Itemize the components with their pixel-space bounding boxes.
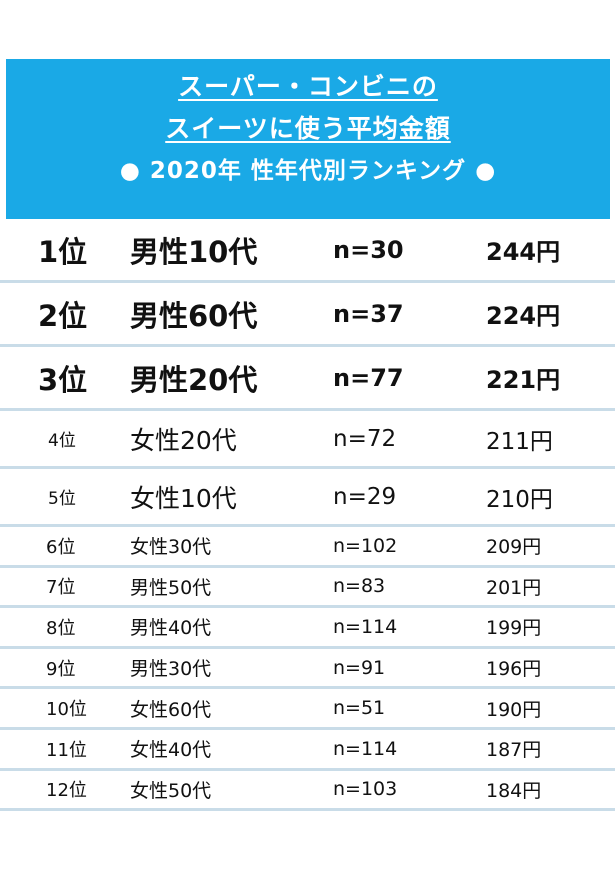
group-cell: 男性50代 — [130, 576, 212, 599]
table-row: 4位 女性20代 n=72 211円 — [0, 411, 615, 469]
sample-size-cell: n=30 — [333, 235, 404, 264]
table-row: 9位 男性30代 n=91 196円 — [0, 649, 615, 690]
sample-size-cell: n=91 — [333, 656, 386, 679]
table-row: 12位 女性50代 n=103 184円 — [0, 771, 615, 812]
group-cell: 男性40代 — [130, 617, 212, 640]
amount-cell: 221円 — [486, 366, 561, 394]
rank-cell: 11位 — [46, 739, 87, 761]
sample-size-cell: n=83 — [333, 575, 386, 598]
group-cell: 女性10代 — [130, 483, 237, 513]
title-banner: スーパー・コンビニの スイーツに使う平均金額 ● 2020年 性年代別ランキング… — [6, 59, 610, 219]
amount-cell: 210円 — [486, 486, 553, 513]
subtitle-line: ● 2020年 性年代別ランキング ● — [119, 158, 497, 184]
sample-size-cell: n=51 — [333, 697, 386, 720]
rank-cell: 2位 — [38, 298, 88, 333]
table-row: 6位 女性30代 n=102 209円 — [0, 527, 615, 568]
amount-cell: 201円 — [486, 576, 542, 599]
group-cell: 男性60代 — [130, 298, 258, 333]
table-row: 8位 男性40代 n=114 199円 — [0, 608, 615, 649]
rank-cell: 12位 — [46, 780, 87, 802]
rank-cell: 9位 — [46, 658, 76, 680]
sample-size-cell: n=29 — [333, 483, 397, 510]
sample-size-cell: n=37 — [333, 299, 404, 328]
group-cell: 男性10代 — [130, 234, 258, 269]
title-text-2: スイーツに使う平均金額 — [165, 114, 451, 143]
amount-cell: 187円 — [486, 739, 542, 762]
title-line-1: スーパー・コンビニの — [6, 72, 610, 102]
amount-cell: 190円 — [486, 698, 542, 721]
sample-size-cell: n=114 — [333, 737, 398, 760]
amount-cell: 244円 — [486, 238, 561, 266]
amount-cell: 209円 — [486, 536, 542, 559]
sample-size-cell: n=114 — [333, 615, 398, 638]
table-row: 11位 女性40代 n=114 187円 — [0, 730, 615, 771]
amount-cell: 196円 — [486, 658, 542, 681]
sample-size-cell: n=72 — [333, 425, 397, 452]
table-row: 5位 女性10代 n=29 210円 — [0, 469, 615, 527]
rank-cell: 4位 — [48, 431, 76, 451]
rank-cell: 7位 — [46, 577, 76, 599]
amount-cell: 211円 — [486, 428, 553, 455]
table-row: 1位 男性10代 n=30 244円 — [0, 219, 615, 283]
group-cell: 女性50代 — [130, 779, 212, 802]
group-cell: 女性40代 — [130, 739, 212, 762]
amount-cell: 184円 — [486, 779, 542, 802]
title-line-2: スイーツに使う平均金額 — [6, 114, 610, 144]
table-row: 2位 男性60代 n=37 224円 — [0, 283, 615, 347]
group-cell: 女性20代 — [130, 425, 237, 455]
group-cell: 男性30代 — [130, 658, 212, 681]
ranking-table: 1位 男性10代 n=30 244円 2位 男性60代 n=37 224円 3位… — [0, 219, 615, 812]
group-cell: 女性60代 — [130, 698, 212, 721]
rank-cell: 3位 — [38, 362, 88, 397]
sample-size-cell: n=103 — [333, 778, 398, 801]
rank-cell: 6位 — [46, 536, 76, 558]
amount-cell: 199円 — [486, 617, 542, 640]
rank-cell: 1位 — [38, 234, 88, 269]
table-row: 10位 女性60代 n=51 190円 — [0, 689, 615, 730]
table-row: 3位 男性20代 n=77 221円 — [0, 347, 615, 411]
amount-cell: 224円 — [486, 302, 561, 330]
group-cell: 女性30代 — [130, 536, 212, 559]
rank-cell: 8位 — [46, 617, 76, 639]
table-row: 7位 男性50代 n=83 201円 — [0, 568, 615, 609]
rank-cell: 10位 — [46, 699, 87, 721]
sample-size-cell: n=77 — [333, 363, 404, 392]
title-text-1: スーパー・コンビニの — [178, 72, 438, 101]
rank-cell: 5位 — [48, 489, 76, 509]
group-cell: 男性20代 — [130, 362, 258, 397]
sample-size-cell: n=102 — [333, 534, 398, 557]
